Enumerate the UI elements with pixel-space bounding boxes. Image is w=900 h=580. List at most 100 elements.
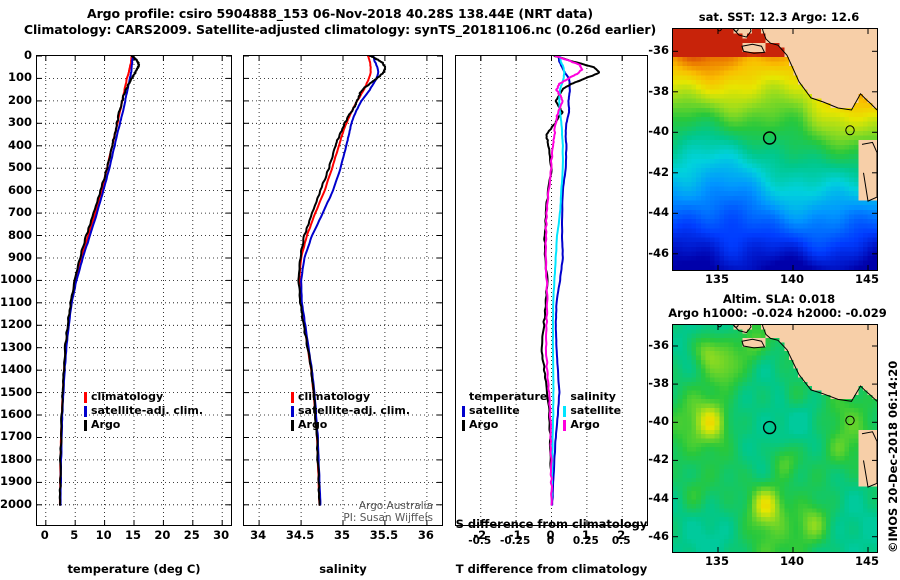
x-tick-label-top: 0.25 <box>572 535 599 547</box>
x-tick-label: -1 <box>508 528 522 542</box>
map-x-tick-label: 135 <box>704 554 730 568</box>
depth-tick-label: 1300 <box>0 339 33 354</box>
legend-item: Argo <box>291 418 410 432</box>
depth-tick-label: 1500 <box>0 384 33 399</box>
map-y-tick-label: -46 <box>648 528 669 543</box>
legend-item: Argo <box>563 418 621 432</box>
depth-tick-label: 1200 <box>0 317 33 332</box>
depth-tick-label: 100 <box>7 70 32 85</box>
legend-item-label: climatology <box>91 390 164 403</box>
depth-tick-label: 1700 <box>0 429 33 444</box>
x-tick-label: 35 <box>333 528 351 542</box>
x-tick-label: 36 <box>417 528 434 542</box>
x-tick-label: 34 <box>250 528 267 542</box>
x-tick-label: 25 <box>183 528 200 542</box>
x-tick-label: 20 <box>154 528 171 542</box>
map-y-tick-label: -42 <box>648 452 669 467</box>
x-tick-label-top: 0.5 <box>611 535 631 547</box>
x-tick-label: 15 <box>124 528 142 542</box>
legend-item: satellite <box>563 404 621 418</box>
map-x-tick-label: 140 <box>779 554 805 568</box>
x-tick-label: 0 <box>546 528 555 542</box>
legend-item-label: Argo <box>469 418 499 431</box>
legend-item-label: Argo <box>570 418 600 431</box>
legend-color-swatch <box>462 419 465 431</box>
map-y-tick-label: -36 <box>648 337 669 352</box>
sla-map-title-line-1: Altim. SLA: 0.018 <box>722 292 836 306</box>
legend-item: Argo <box>462 418 547 432</box>
depth-tick-label: 600 <box>7 182 32 197</box>
x-tick-label-top: -0.25 <box>499 535 531 547</box>
depth-tick-label: 400 <box>7 137 32 152</box>
legend-color-swatch <box>462 405 465 417</box>
depth-tick-label: 1800 <box>0 451 33 466</box>
depth-tick-label: 1900 <box>0 474 33 489</box>
legend-item: climatology <box>291 390 410 404</box>
depth-tick-label: 900 <box>7 249 32 264</box>
legend-item: Argo <box>84 418 203 432</box>
legend-item-label: satellite <box>469 404 520 417</box>
credit-line-1: Argo Australia <box>358 500 433 512</box>
legend-color-swatch <box>563 405 567 417</box>
depth-tick-label: 0 <box>23 48 32 62</box>
legend-item-label: climatology <box>298 390 371 403</box>
legend-color-swatch <box>563 419 567 431</box>
x-tick-label: 30 <box>213 528 230 542</box>
map-x-tick-label: 145 <box>854 272 880 286</box>
legend-color-swatch <box>291 405 294 417</box>
legend-color-swatch <box>84 419 87 431</box>
difference-bottom-axis-label: T difference from climatology <box>455 562 648 576</box>
legend-column: temperature satellite Argo <box>462 390 547 432</box>
sla-map-title-line-2: Argo h1000: -0.024 h2000: -0.029 <box>668 306 887 320</box>
x-tick-label-top: 0 <box>546 535 555 547</box>
depth-tick-label: 1000 <box>0 272 33 287</box>
x-tick-label: 5 <box>70 528 79 542</box>
sst-map[interactable] <box>672 28 878 271</box>
map-y-tick-label: -40 <box>648 124 669 139</box>
depth-tick-label: 200 <box>7 92 32 107</box>
legend-column: salinity satellite Argo <box>563 390 621 432</box>
map-x-tick-label: 140 <box>779 272 805 286</box>
map-x-tick-label: 135 <box>704 272 730 286</box>
difference-panel[interactable] <box>455 55 648 526</box>
legend-item: satellite <box>462 404 547 418</box>
salinity-legend: climatology satellite-adj. clim. Argo <box>291 390 410 432</box>
map-y-tick-label: -44 <box>648 490 669 505</box>
legend-color-swatch <box>84 391 87 403</box>
legend-item-label: satellite <box>570 404 622 417</box>
legend-item: climatology <box>84 390 203 404</box>
salinity-xaxis-label: salinity <box>319 562 367 576</box>
sst-map-title: sat. SST: 12.3 Argo: 12.6 <box>698 10 860 24</box>
legend-color-swatch <box>291 419 294 431</box>
temperature-legend: climatology satellite-adj. clim. Argo <box>84 390 203 432</box>
x-tick-label: 0 <box>40 528 49 542</box>
temperature-panel[interactable] <box>36 55 232 526</box>
depth-tick-label: 1400 <box>0 362 33 377</box>
x-tick-label: 10 <box>95 528 112 542</box>
depth-tick-label: 1600 <box>0 407 33 422</box>
legend-item: satellite-adj. clim. <box>84 404 203 418</box>
x-tick-label: -2 <box>473 528 487 542</box>
map-y-tick-label: -40 <box>648 414 669 429</box>
salinity-panel[interactable] <box>243 55 443 526</box>
map-y-tick-label: -44 <box>648 205 669 220</box>
map-y-tick-label: -36 <box>648 43 669 58</box>
depth-tick-label: 500 <box>7 160 32 175</box>
figure-title-line-2: Climatology: CARS2009. Satellite-adjuste… <box>23 22 657 37</box>
map-y-tick-label: -38 <box>648 83 669 98</box>
map-y-tick-label: -46 <box>648 245 669 260</box>
legend-color-swatch <box>291 391 294 403</box>
x-tick-label: 1 <box>581 528 590 542</box>
x-tick-label: 34.5 <box>285 528 315 542</box>
legend-item-label: Argo <box>298 418 328 431</box>
legend-item: satellite-adj. clim. <box>291 404 410 418</box>
sla-map[interactable] <box>672 324 878 553</box>
depth-tick-label: 800 <box>7 227 32 242</box>
credit-line-2: PI: Susan Wijffels <box>343 512 433 524</box>
map-x-tick-label: 145 <box>854 554 880 568</box>
temperature-xaxis-label: temperature (deg C) <box>67 562 201 576</box>
x-tick-label: 2 <box>617 528 626 542</box>
copyright-label: ©IMOS 20-Dec-2018 06:14:20 <box>886 360 900 553</box>
depth-tick-label: 1100 <box>0 294 33 309</box>
